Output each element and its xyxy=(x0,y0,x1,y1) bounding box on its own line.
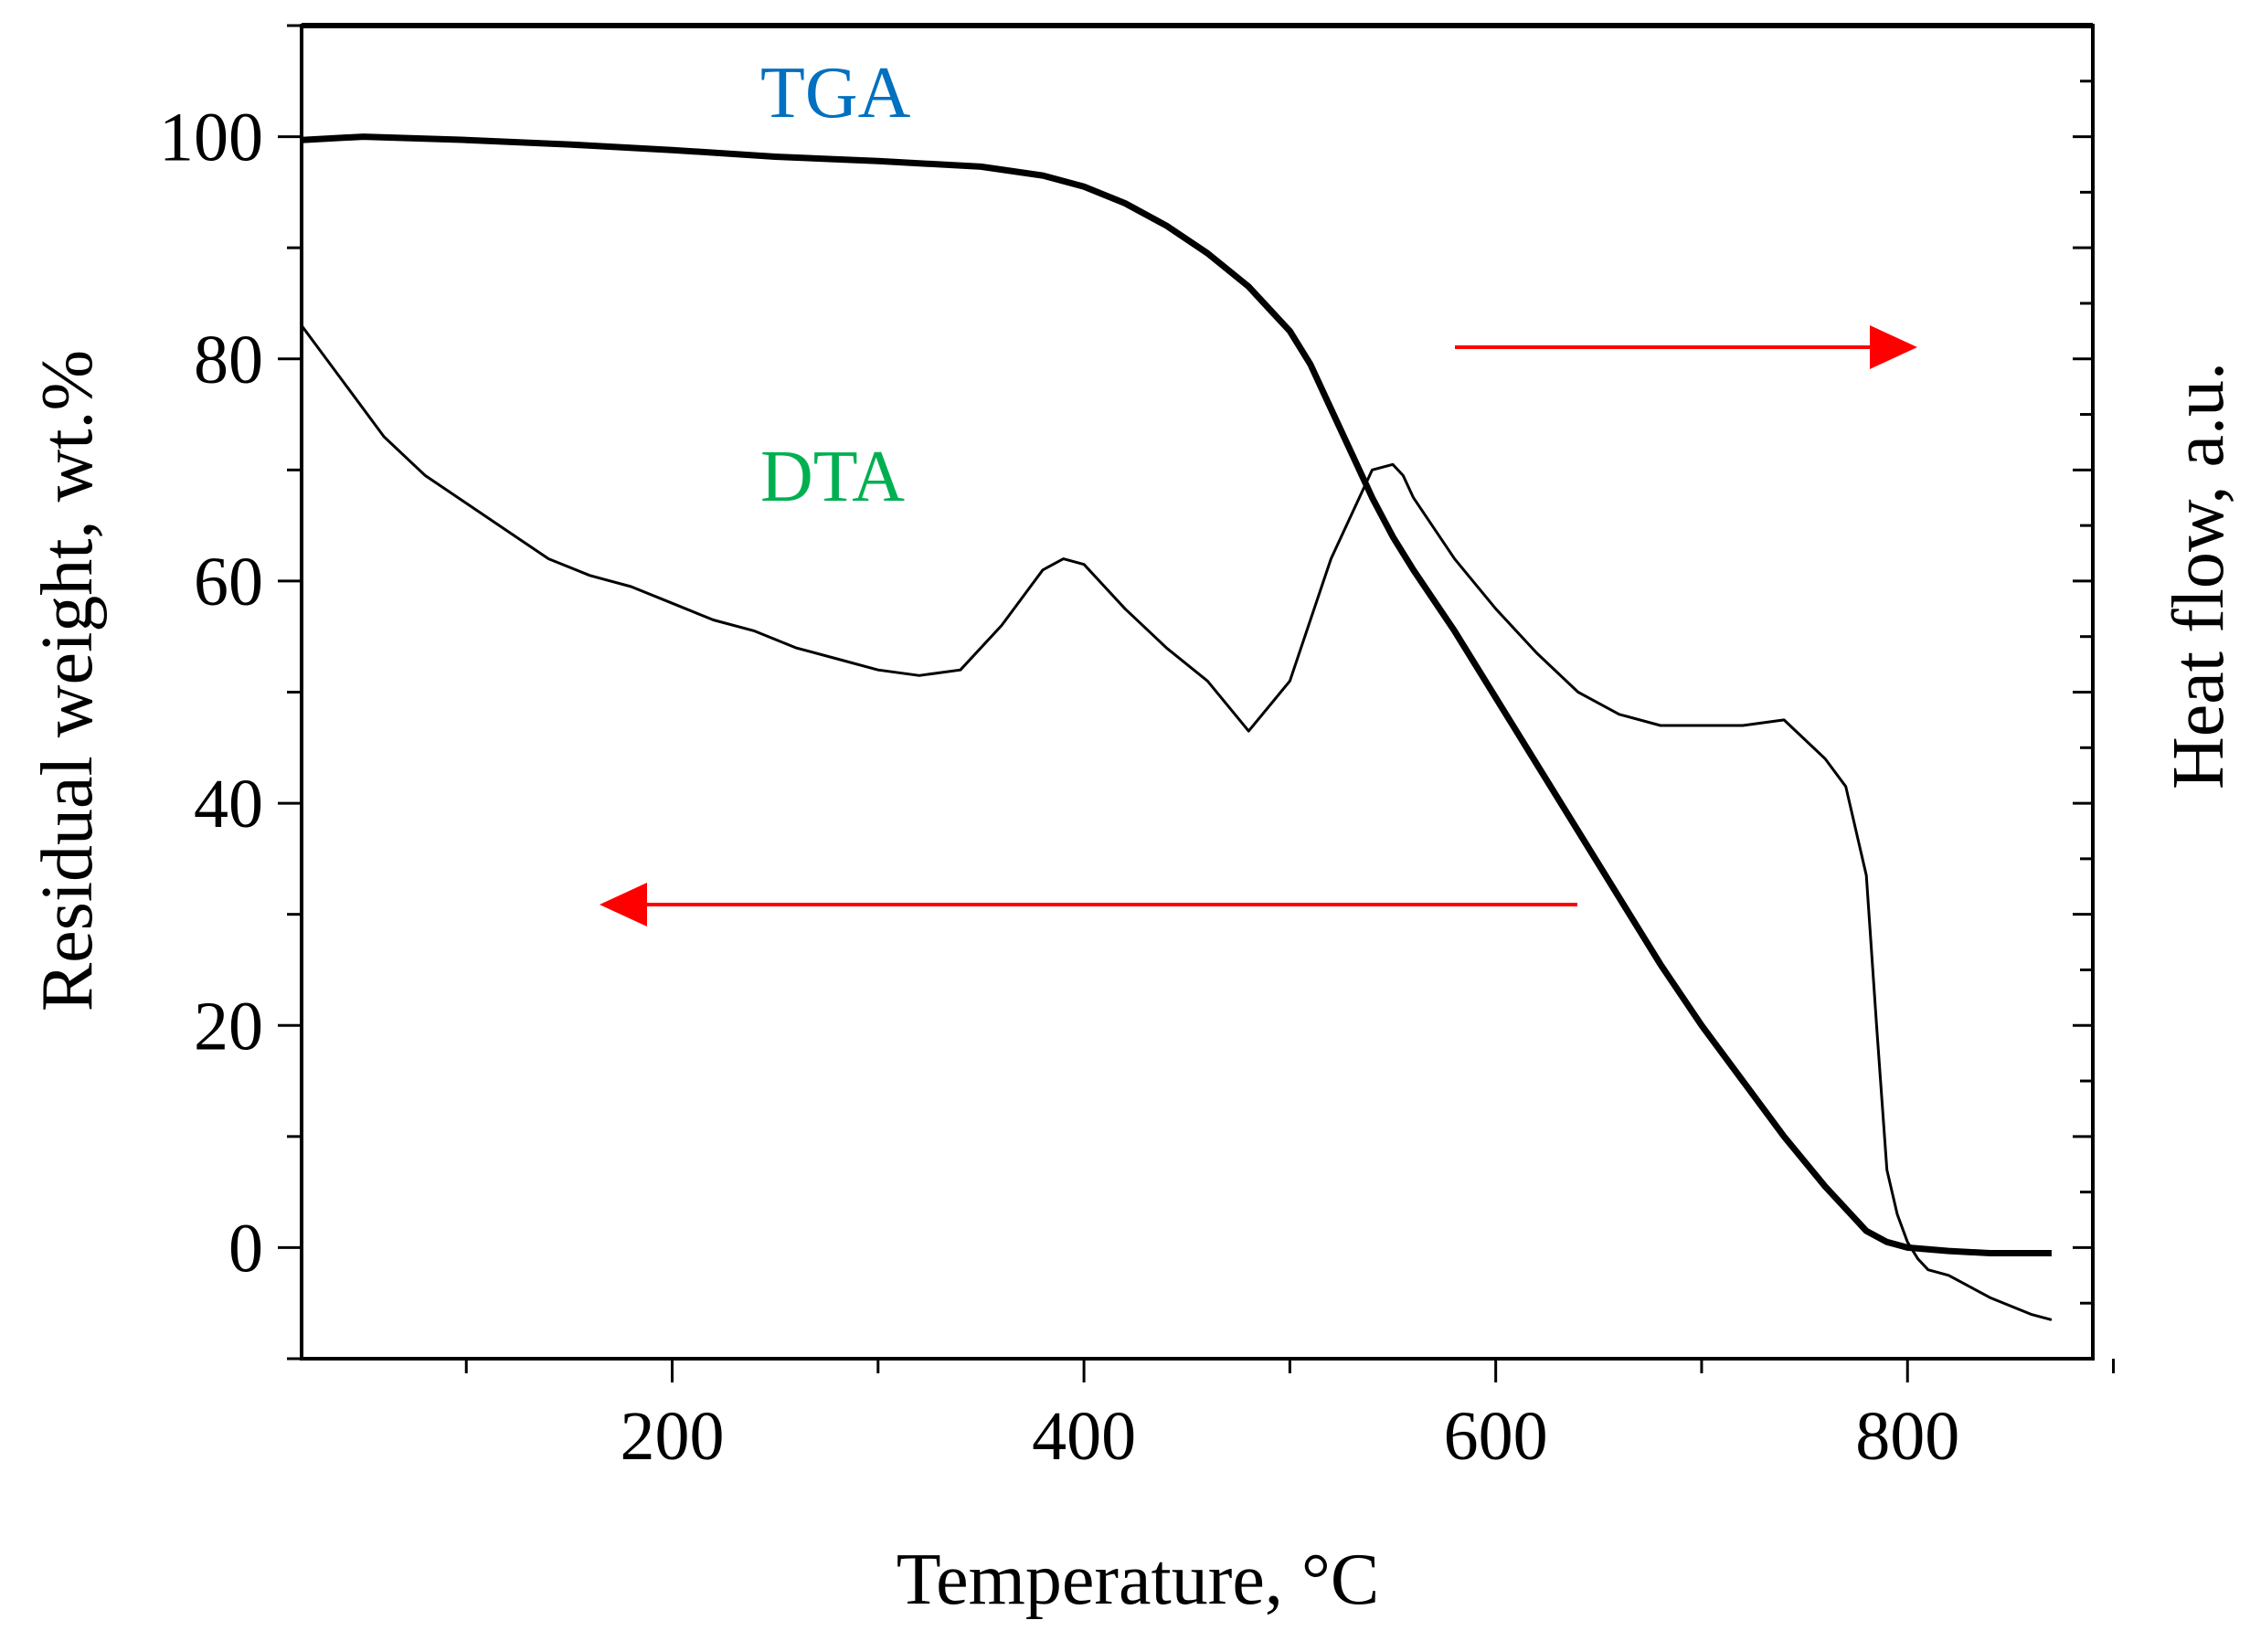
tick-labels-layer: 200 400 600 800 0 20 40 60 80 100 xyxy=(159,100,1959,1475)
x-tick-label-200: 200 xyxy=(621,1398,725,1475)
left-pointing-arrow xyxy=(600,883,1577,927)
y-tick-label-80: 80 xyxy=(194,322,263,398)
y-tick-label-40: 40 xyxy=(194,766,263,842)
ticks-layer xyxy=(278,24,2116,1382)
dta-series-label: DTA xyxy=(760,437,905,517)
y-tick-label-0: 0 xyxy=(228,1210,263,1287)
y-tick-label-20: 20 xyxy=(194,988,263,1064)
x-tick-label-600: 600 xyxy=(1444,1398,1548,1475)
x-axis-title: Temperature, °C xyxy=(897,1540,1379,1620)
y2-axis-title: Heat flow, a.u. xyxy=(2159,362,2239,789)
y-tick-label-60: 60 xyxy=(194,544,263,620)
y-tick-label-100: 100 xyxy=(159,100,263,176)
x-tick-label-400: 400 xyxy=(1032,1398,1136,1475)
right-pointing-arrow xyxy=(1455,325,1917,369)
tga-series-label: TGA xyxy=(760,53,911,133)
tga-series-line xyxy=(301,133,2052,1256)
y-axis-title: Residual weight, wt.% xyxy=(27,350,108,1011)
x-tick-label-800: 800 xyxy=(1855,1398,1959,1475)
dta-series-line xyxy=(300,324,2053,1321)
plot-frame xyxy=(300,24,2095,1361)
